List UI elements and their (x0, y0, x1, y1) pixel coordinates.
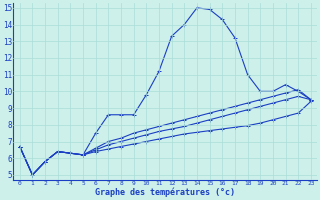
X-axis label: Graphe des températures (°c): Graphe des températures (°c) (95, 188, 235, 197)
